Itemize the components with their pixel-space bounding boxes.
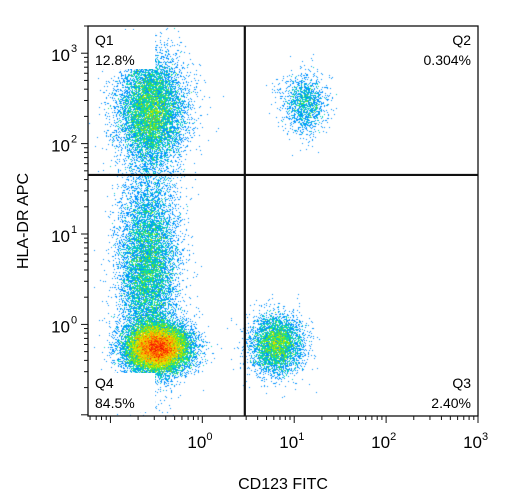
y-tick-label: 10 xyxy=(51,137,70,156)
density-dot-cloud xyxy=(88,26,478,416)
y-tick-exponent: 1 xyxy=(71,224,77,236)
y-tick-label: 10 xyxy=(51,227,70,246)
x-tick-label: 10 xyxy=(187,433,206,452)
quadrant-label-background-q1 xyxy=(89,30,155,69)
quadrant-percent-q1: 12.8% xyxy=(95,52,135,68)
y-axis-label: HLA-DR APC xyxy=(15,173,32,269)
y-tick-exponent: 0 xyxy=(71,314,77,326)
x-tick-exponent: 1 xyxy=(298,431,304,443)
quadrant-label-background-q4 xyxy=(89,373,155,412)
x-tick-exponent: 0 xyxy=(206,431,212,443)
quadrant-label-q1: Q1 xyxy=(95,32,114,48)
y-tick-label: 10 xyxy=(51,317,70,336)
x-tick-label: 10 xyxy=(371,433,390,452)
x-tick-label: 10 xyxy=(279,433,298,452)
y-tick-exponent: 3 xyxy=(71,43,77,55)
x-axis-label: CD123 FITC xyxy=(238,476,328,493)
x-tick-exponent: 2 xyxy=(390,431,396,443)
x-tick-exponent: 3 xyxy=(482,431,488,443)
quadrant-percent-q2: 0.304% xyxy=(424,52,471,68)
quadrant-percent-q3: 2.40% xyxy=(431,395,471,411)
y-tick-exponent: 2 xyxy=(71,134,77,146)
quadrant-label-q3: Q3 xyxy=(452,375,471,391)
y-tick-label: 10 xyxy=(51,46,70,65)
plot-frame xyxy=(87,25,479,417)
quadrant-percent-q4: 84.5% xyxy=(95,395,135,411)
quadrant-label-q4: Q4 xyxy=(95,375,114,391)
quadrant-label-q2: Q2 xyxy=(452,32,471,48)
x-tick-label: 10 xyxy=(463,433,482,452)
